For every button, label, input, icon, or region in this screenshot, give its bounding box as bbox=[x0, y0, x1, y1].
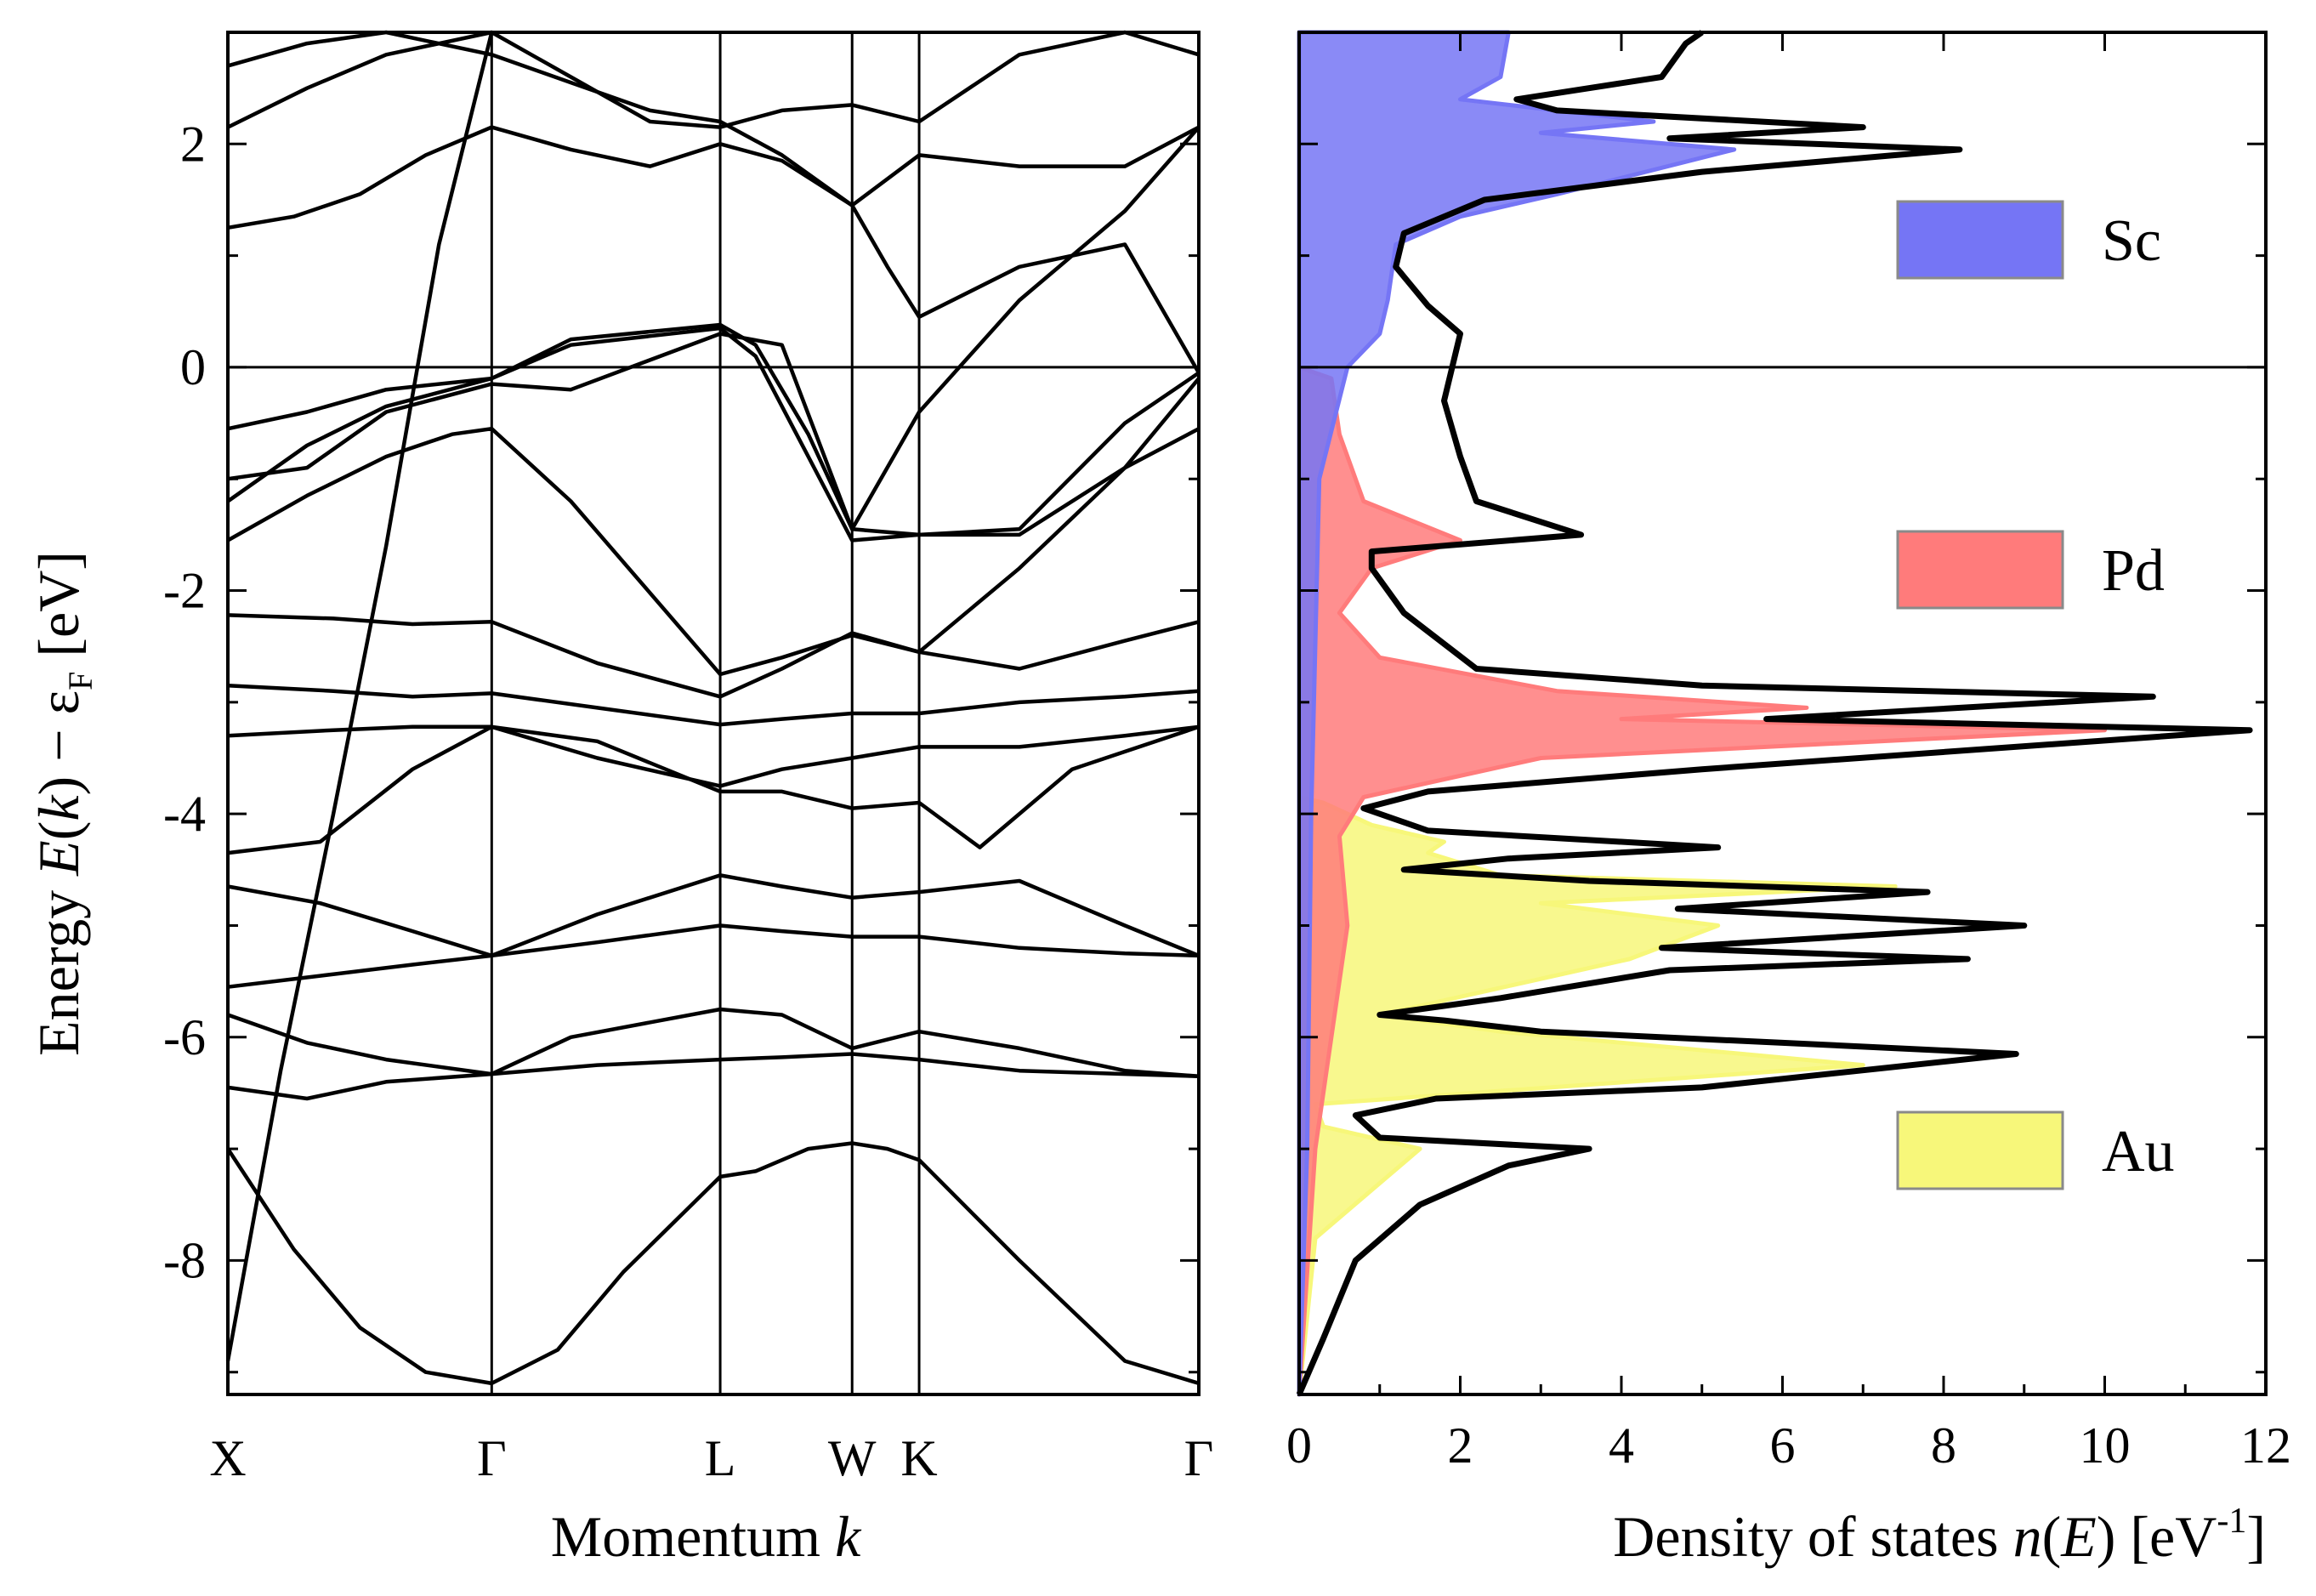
dos-area-pd bbox=[1297, 365, 2107, 1397]
kpath-label-6: Γ bbox=[1184, 1430, 1214, 1486]
legend-swatch-sc bbox=[1896, 200, 2064, 280]
dos-area-au bbox=[1297, 795, 1898, 1397]
band-line-11 bbox=[226, 126, 1201, 531]
band-line-8 bbox=[227, 683, 1200, 727]
dos-xtick-label-1: 0 bbox=[1286, 1417, 1312, 1474]
band-ytick-label-5: -6 bbox=[163, 1009, 206, 1065]
dos-xtick-label-5: 8 bbox=[1931, 1417, 1956, 1474]
kpath-label-3: L bbox=[705, 1430, 736, 1486]
band-line-10 bbox=[226, 426, 1201, 677]
band-line-3 bbox=[227, 1007, 1200, 1079]
band-line-14 bbox=[227, 30, 1200, 129]
dos-total-line bbox=[1296, 30, 2253, 1396]
legend-swatch-pd bbox=[1896, 530, 2064, 610]
legend-label-au: Au bbox=[2102, 1119, 2175, 1184]
band-line-12 bbox=[227, 326, 1201, 542]
band-line-1 bbox=[226, 1141, 1200, 1386]
band-ytick-label-2: 0 bbox=[180, 339, 206, 395]
dos-xtick-label-6: 10 bbox=[2080, 1417, 2131, 1474]
band-x-axis-title: Momentum k bbox=[551, 1504, 862, 1569]
dos-legend: Sc Pd Au bbox=[1896, 200, 2175, 1190]
legend-label-sc: Sc bbox=[2102, 208, 2161, 274]
band-line-17 bbox=[227, 332, 1201, 537]
band-y-axis-title: Energy E(k) − εF [eV] bbox=[26, 551, 99, 1056]
band-line-2 bbox=[227, 1052, 1200, 1101]
dos-areas bbox=[1296, 30, 2253, 1397]
dos-xtick-label-3: 4 bbox=[1609, 1417, 1634, 1474]
band-line-4 bbox=[227, 923, 1200, 989]
kpath-vertical-lines bbox=[490, 32, 921, 1394]
dos-x-tick-labels: 0 2 4 6 8 10 12 bbox=[1286, 1417, 2291, 1474]
kpath-label-2: Γ bbox=[477, 1430, 507, 1486]
dos-xtick-label-7: 12 bbox=[2240, 1417, 2291, 1474]
band-line-7 bbox=[227, 724, 1200, 788]
kpath-label-4: W bbox=[828, 1430, 877, 1486]
band-line-16 bbox=[225, 31, 494, 1362]
band-line-5 bbox=[227, 873, 1200, 958]
band-line-9 bbox=[227, 613, 1200, 699]
kpath-label-5: K bbox=[900, 1430, 937, 1486]
legend-swatch-au bbox=[1896, 1110, 2064, 1190]
band-plot-frame bbox=[226, 31, 1201, 1396]
band-y-tick-labels: 2 0 -2 -4 -6 -8 bbox=[163, 116, 206, 1288]
kpath-label-1: X bbox=[209, 1430, 246, 1486]
band-ytick-label-3: -2 bbox=[163, 563, 206, 619]
band-ytick-label-1: 2 bbox=[180, 116, 206, 172]
dos-xtick-label-2: 2 bbox=[1448, 1417, 1473, 1474]
band-lines bbox=[225, 30, 1201, 1386]
dos-plot-frame bbox=[1297, 31, 2268, 1396]
dos-x-axis-title: Density of states n(E) [eV-1] bbox=[1613, 1502, 2266, 1569]
dos-area-sc bbox=[1297, 30, 1737, 1397]
band-ytick-label-6: -8 bbox=[163, 1232, 206, 1288]
dos-xtick-label-4: 6 bbox=[1770, 1417, 1796, 1474]
dos-panel: 0 2 4 6 8 10 12 Sc Pd Au Density of states n(E) … bbox=[1286, 30, 2291, 1569]
legend-label-pd: Pd bbox=[2102, 538, 2165, 604]
band-line-6 bbox=[227, 724, 1200, 855]
band-ytick-label-4: -4 bbox=[163, 786, 206, 842]
